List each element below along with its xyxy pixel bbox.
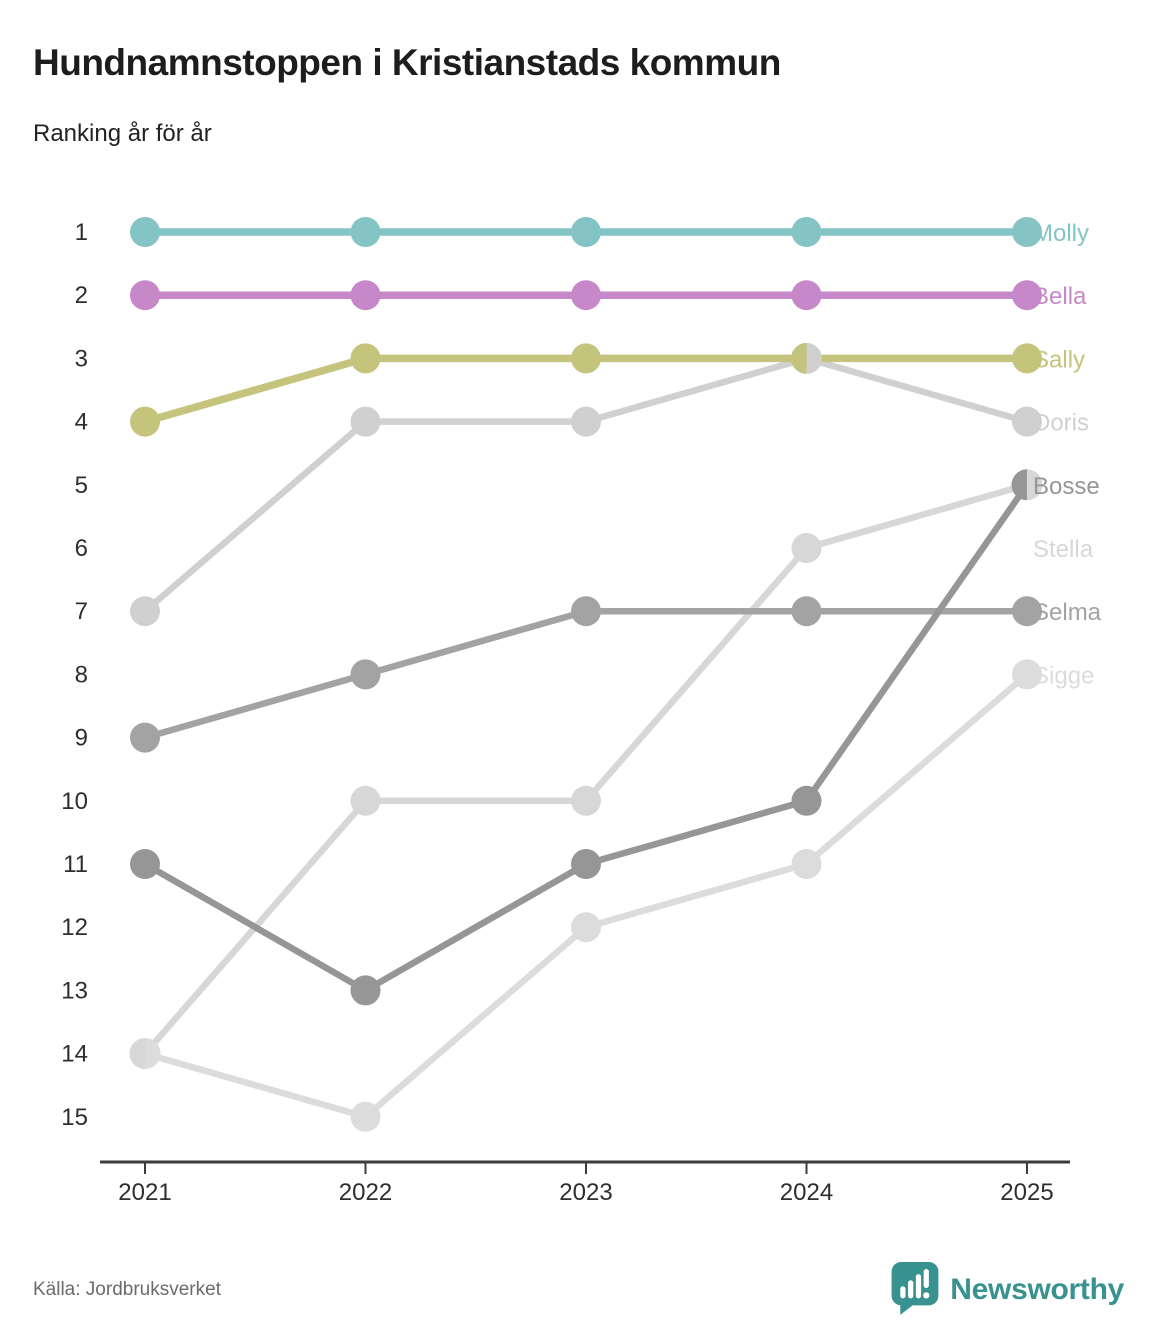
rank-tick-label-6: 6	[75, 535, 88, 562]
tie-point-sigge-2021	[145, 1038, 161, 1070]
point-bella-2022	[350, 280, 381, 311]
rank-tick-label-9: 9	[75, 725, 88, 752]
tie-point-stella-2025	[1027, 469, 1043, 501]
rank-tick-label-4: 4	[75, 409, 88, 436]
point-bosse-2024	[791, 785, 822, 816]
rank-tick-label-1: 1	[75, 219, 88, 246]
logo-bar-1	[900, 1285, 906, 1298]
year-tick-label-2023: 2023	[559, 1179, 612, 1206]
point-selma-2024	[791, 596, 822, 627]
logo-bar-3	[916, 1273, 922, 1298]
year-tick-label-2022: 2022	[339, 1179, 392, 1206]
series-line-stella	[142, 481, 1028, 1056]
series-label-bella: Bella	[1033, 283, 1087, 310]
chart-footer: Källa: Jordbruksverket Newsworthy	[0, 1258, 1157, 1322]
point-molly-2021	[130, 217, 160, 247]
tie-point-sally-2024	[791, 342, 807, 374]
point-stella-2023	[571, 785, 601, 816]
rank-tick-label-2: 2	[75, 282, 88, 309]
point-selma-2025	[1012, 596, 1042, 627]
series-label-stella: Stella	[1033, 536, 1094, 563]
point-stella-2022	[350, 785, 381, 816]
year-tick-label-2024: 2024	[780, 1179, 833, 1206]
series-label-bosse: Bosse	[1033, 473, 1100, 500]
newsworthy-brand: Newsworthy	[889, 1259, 1124, 1322]
point-sally-2023	[571, 343, 601, 374]
newsworthy-wordmark: Newsworthy	[950, 1273, 1124, 1306]
point-molly-2024	[791, 217, 822, 247]
point-sally-2021	[130, 406, 160, 437]
point-bosse-2022	[350, 975, 381, 1006]
logo-pin-tail	[900, 1302, 917, 1315]
point-sigge-2025	[1012, 659, 1042, 690]
logo-exclamation-bar	[923, 1268, 930, 1288]
point-doris-2025	[1012, 406, 1042, 437]
point-sally-2025	[1012, 343, 1042, 374]
rank-tick-label-8: 8	[75, 661, 88, 688]
point-stella-2024	[791, 533, 822, 563]
point-bella-2025	[1012, 280, 1042, 311]
rank-tick-label-13: 13	[61, 977, 88, 1004]
rank-tick-label-12: 12	[61, 914, 88, 941]
source-note: Källa: Jordbruksverket	[33, 1279, 221, 1300]
series-label-selma: Selma	[1033, 599, 1102, 626]
point-molly-2023	[571, 217, 601, 247]
point-bella-2021	[130, 280, 160, 311]
rank-tick-label-10: 10	[61, 788, 88, 815]
point-bosse-2021	[130, 849, 160, 879]
point-sigge-2023	[571, 912, 601, 943]
year-tick-label-2025: 2025	[1000, 1179, 1053, 1206]
tie-point-doris-2024	[806, 342, 822, 374]
point-selma-2021	[130, 722, 160, 753]
point-doris-2022	[350, 406, 381, 437]
rank-tick-label-14: 14	[61, 1041, 88, 1068]
series-line-doris	[142, 355, 1028, 614]
rank-tick-label-3: 3	[75, 345, 88, 372]
newsworthy-logo-icon	[889, 1259, 941, 1322]
year-tick-label-2021: 2021	[118, 1179, 171, 1206]
point-bosse-2023	[571, 849, 601, 879]
chart-subtitle: Ranking år för år	[33, 120, 212, 147]
tie-point-bosse-2025	[1011, 469, 1027, 501]
rank-tick-label-7: 7	[75, 598, 88, 625]
series-label-sally: Sally	[1033, 346, 1085, 373]
point-bella-2024	[791, 280, 822, 311]
point-bella-2023	[571, 280, 601, 311]
point-sally-2022	[350, 343, 381, 374]
logo-exclamation-dot	[923, 1291, 930, 1298]
rank-tick-label-11: 11	[63, 851, 88, 878]
series-label-molly: Molly	[1033, 220, 1089, 247]
point-molly-2022	[350, 217, 381, 247]
series-label-sigge: Sigge	[1033, 662, 1094, 689]
point-sigge-2024	[791, 849, 822, 879]
logo-badge	[891, 1261, 939, 1305]
tie-point-stella-2021	[129, 1038, 145, 1070]
logo-bar-2	[908, 1279, 914, 1298]
chart-title: Hundnamnstoppen i Kristianstads kommun	[33, 42, 781, 83]
point-sigge-2022	[350, 1101, 381, 1132]
series-line-sigge	[144, 671, 1030, 1121]
point-doris-2021	[130, 596, 160, 627]
series-label-doris: Doris	[1033, 410, 1089, 437]
point-selma-2023	[571, 596, 601, 627]
rank-tick-label-5: 5	[75, 472, 88, 499]
point-molly-2025	[1012, 217, 1042, 247]
point-selma-2022	[350, 659, 381, 690]
point-doris-2023	[571, 406, 601, 437]
rank-tick-label-15: 15	[61, 1104, 88, 1131]
